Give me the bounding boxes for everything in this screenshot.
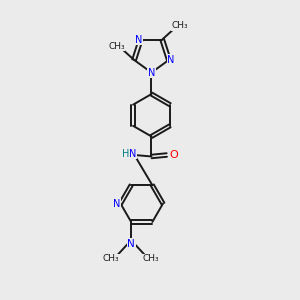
Text: N: N bbox=[113, 199, 121, 208]
Text: N: N bbox=[167, 55, 175, 65]
Text: H: H bbox=[122, 148, 130, 158]
Text: CH₃: CH₃ bbox=[172, 22, 188, 31]
Text: CH₃: CH₃ bbox=[143, 254, 160, 263]
Text: N: N bbox=[129, 148, 137, 158]
Text: N: N bbox=[127, 239, 135, 249]
Text: N: N bbox=[148, 68, 155, 78]
Text: CH₃: CH₃ bbox=[103, 254, 119, 263]
Text: O: O bbox=[169, 150, 178, 160]
Text: CH₃: CH₃ bbox=[108, 42, 125, 51]
Text: N: N bbox=[135, 34, 142, 44]
